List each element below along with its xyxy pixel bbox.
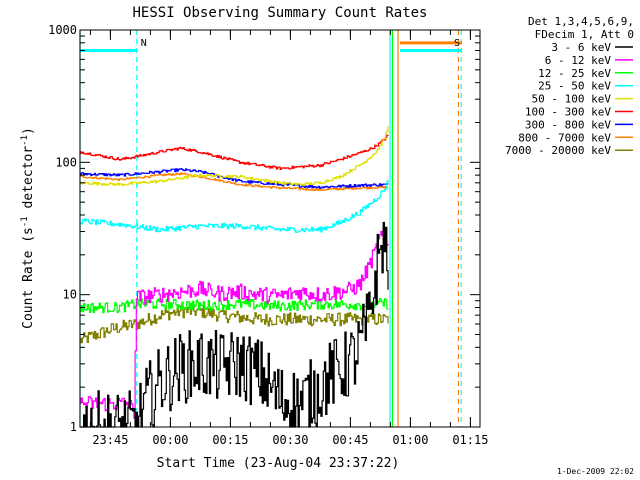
series-line-12-25-kev (80, 298, 389, 314)
legend-header-line-1: Det 1,3,4,5,6,9, (528, 15, 634, 28)
footer-timestamp: 1-Dec-2009 22:02 (557, 467, 634, 476)
x-tick-label-00-15: 00:15 (212, 433, 248, 447)
legend-header-line-2: FDecim 1, Att 0 (535, 28, 634, 41)
legend-label-12-25-kev: 12 - 25 keV (538, 67, 611, 80)
flag-label-s: S (454, 38, 460, 49)
x-axis-label: Start Time (23-Aug-04 23:37:22) (157, 456, 400, 471)
series-line-100-300-kev (80, 134, 389, 170)
series-line-3-6-kev (80, 221, 389, 428)
x-tick-label-23-45: 23:45 (92, 433, 128, 447)
legend-label-7000-20000-kev: 7000 - 20000 keV (505, 144, 611, 157)
y-tick-label-10: 10 (63, 288, 77, 302)
legend-label-300-800-kev: 300 - 800 keV (525, 118, 611, 131)
flag-label-n: N (141, 38, 147, 49)
series-line-6-12-kev (80, 227, 389, 419)
y-axis: 1 10 100 1000 (48, 23, 480, 434)
x-tick-label-00-45: 00:45 (332, 433, 368, 447)
y-axis-label: Count Rate (s-1 detector-1) (20, 127, 36, 329)
x-tick-label-01-00: 01:00 (392, 433, 428, 447)
series-line-800-7000-kev (80, 172, 388, 192)
x-tick-label-01-15: 01:15 (452, 433, 488, 447)
legend-label-25-50-kev: 25 - 50 keV (538, 80, 611, 93)
series-line-25-50-kev (80, 179, 389, 233)
legend-label-3-6-kev: 3 - 6 keV (551, 41, 611, 54)
legend-label-6-12-kev: 6 - 12 keV (545, 54, 612, 67)
series-line-50-100-kev (80, 126, 389, 187)
y-tick-label-1: 1 (70, 420, 77, 434)
plot-frame (79, 29, 481, 428)
y-tick-label-1000: 1000 (48, 23, 77, 37)
legend-label-50-100-kev: 50 - 100 keV (532, 93, 612, 106)
series-line-300-800-kev (80, 168, 389, 189)
legend-label-800-7000-kev: 800 - 7000 keV (518, 131, 611, 144)
legend: Det 1,3,4,5,6,9, FDecim 1, Att 0 3 - 6 k… (505, 15, 634, 157)
legend-label-100-300-kev: 100 - 300 keV (525, 106, 611, 119)
x-axis: 23:45 00:00 00:15 00:30 00:45 01:00 01:15 (89, 30, 488, 447)
chart-title: HESSI Observing Summary Count Rates (132, 5, 427, 21)
series-line-7000-20000-kev (80, 304, 389, 344)
y-tick-label-100: 100 (55, 155, 77, 169)
x-tick-label-00-00: 00:00 (152, 433, 188, 447)
x-tick-label-00-30: 00:30 (272, 433, 308, 447)
